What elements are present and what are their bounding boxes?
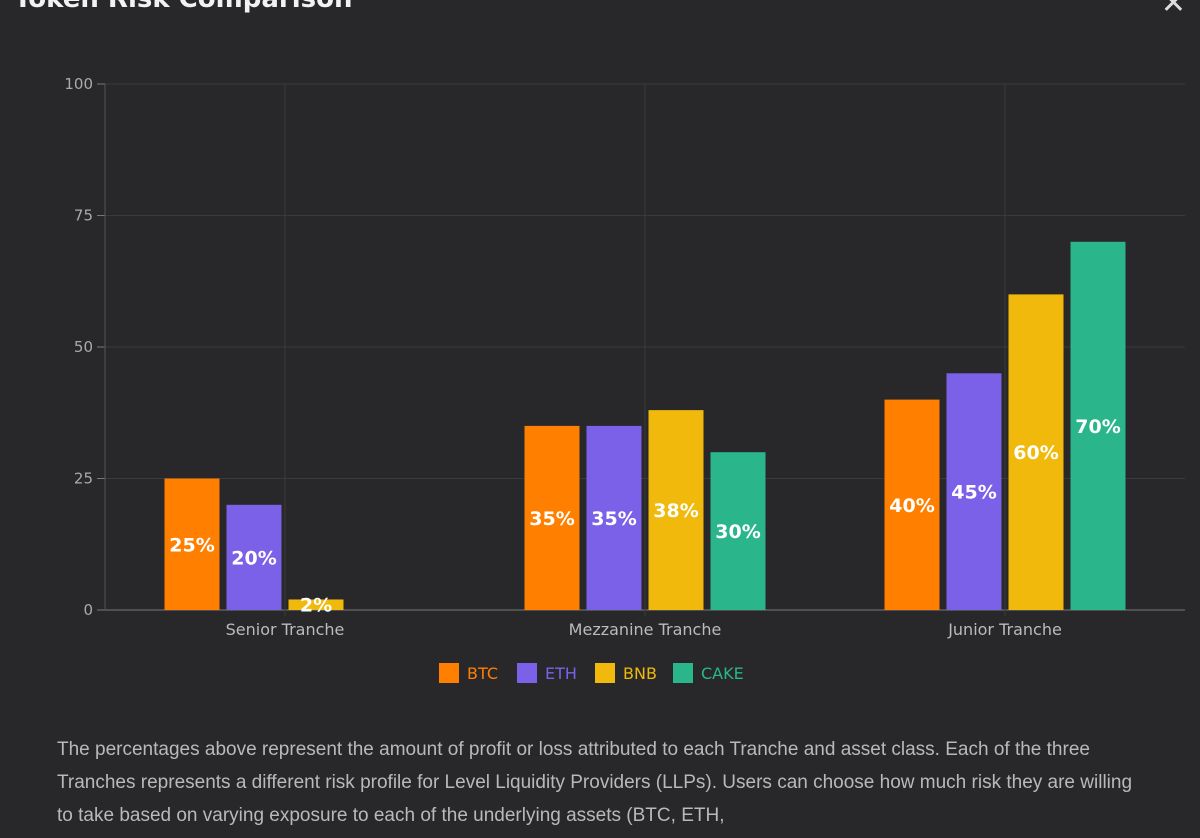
bar-chart: 0 25 50 75 100 Senior Tranche 25% 20% 2% Mezzanin… [64, 75, 1185, 683]
data-label: 45% [951, 482, 996, 504]
x-tick-label: Mezzanine Tranche [569, 620, 722, 639]
chart-description: The percentages above represent the amou… [57, 739, 1133, 826]
data-label: 35% [591, 508, 636, 530]
y-tick-label: 100 [64, 75, 93, 93]
bar-cake [710, 452, 766, 610]
bar-eth [226, 504, 282, 610]
legend-label-cake: CAKE [701, 664, 744, 683]
data-label: 40% [889, 495, 934, 517]
legend-label-eth: ETH [545, 664, 577, 683]
legend-swatch-cake [673, 663, 693, 683]
close-x-icon[interactable]: ✕ [1160, 0, 1186, 21]
data-label: 60% [1013, 442, 1058, 464]
legend-swatch-bnb [595, 663, 615, 683]
bar-eth [946, 373, 1002, 610]
x-tick-label: Senior Tranche [226, 620, 345, 639]
bar-btc [164, 478, 220, 610]
data-label: 25% [169, 534, 214, 556]
data-label: 35% [529, 508, 574, 530]
legend-label-bnb: BNB [623, 664, 657, 683]
data-label: 20% [231, 547, 276, 569]
data-label: 38% [653, 500, 698, 522]
data-label: 70% [1075, 416, 1120, 438]
bar-bnb [1008, 294, 1064, 610]
bar-bnb [648, 410, 704, 610]
y-tick-label: 75 [74, 207, 93, 225]
bar-cake [1070, 241, 1126, 611]
legend-swatch-btc [439, 663, 459, 683]
y-tick-label: 25 [74, 470, 93, 488]
y-tick-label: 0 [83, 601, 93, 619]
data-label: 30% [715, 521, 760, 543]
bar-btc [524, 425, 580, 610]
legend-label-btc: BTC [467, 664, 498, 683]
legend-swatch-eth [517, 663, 537, 683]
y-tick-label: 50 [74, 338, 93, 356]
bar-bnb [288, 599, 344, 610]
page-title: Token Risk Comparison [14, 0, 352, 14]
x-tick-label: Junior Tranche [947, 620, 1062, 639]
data-label: 2% [300, 595, 332, 617]
bar-eth [586, 425, 642, 610]
bar-btc [884, 399, 940, 610]
